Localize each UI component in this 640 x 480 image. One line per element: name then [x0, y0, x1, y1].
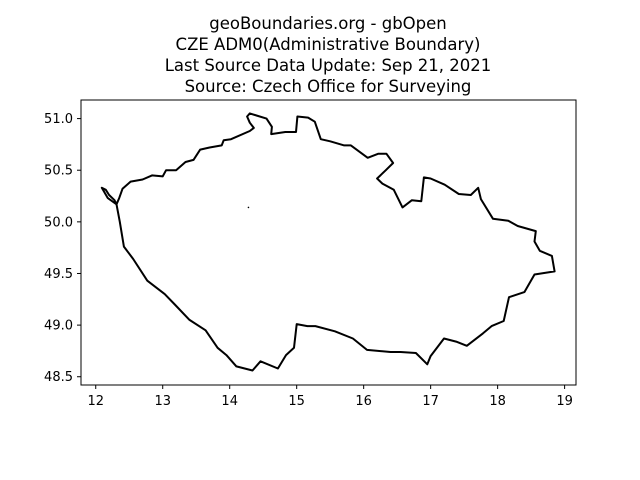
y-tick-label: 50.5 [44, 164, 73, 179]
x-tick-label: 17 [422, 394, 439, 409]
y-tick-label: 50.0 [44, 215, 73, 230]
title-line: geoBoundaries.org - gbOpen [209, 14, 447, 33]
chart-title: geoBoundaries.org - gbOpen CZE ADM0(Admi… [0, 13, 640, 97]
subtitle-line: CZE ADM0(Administrative Boundary) [175, 35, 481, 54]
x-axis: 12 13 14 15 16 17 18 19 [87, 385, 573, 409]
update-date-line: Last Source Data Update: Sep 21, 2021 [164, 56, 492, 75]
axes-frame [80, 99, 577, 386]
y-tick-label: 48.5 [44, 370, 73, 385]
y-tick-label: 51.0 [44, 112, 73, 127]
x-tick-label: 12 [87, 394, 104, 409]
y-tick-label: 49.0 [44, 319, 73, 334]
x-tick-label: 16 [355, 394, 372, 409]
source-line: Source: Czech Office for Surveying [184, 77, 472, 96]
boundary-layer [100, 112, 556, 372]
x-tick-label: 15 [288, 394, 305, 409]
y-axis: 48.5 49.0 49.5 50.0 50.5 51.0 [44, 112, 81, 385]
boundary-point [247, 206, 250, 209]
x-tick-label: 18 [489, 394, 506, 409]
x-tick-label: 13 [154, 394, 171, 409]
y-tick-label: 49.5 [44, 267, 73, 282]
x-tick-label: 19 [556, 394, 573, 409]
country-boundary [100, 112, 556, 372]
x-tick-label: 14 [221, 394, 238, 409]
